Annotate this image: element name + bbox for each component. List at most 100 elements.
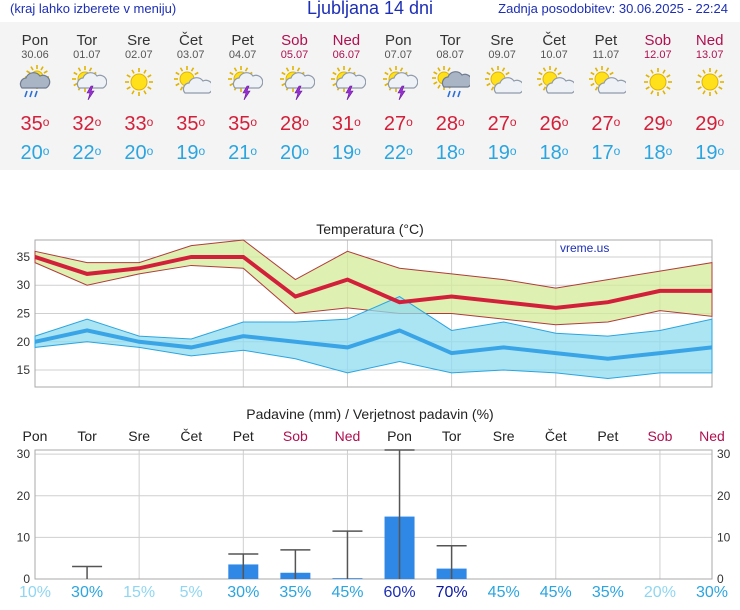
day-column: Sre 02.07 33o 20o — [113, 22, 165, 165]
precip-probability-label: 35% — [279, 584, 311, 601]
day-name: Čet — [179, 32, 203, 49]
x-tick-label: Pet — [233, 428, 254, 444]
sun-rain-icon — [432, 66, 473, 98]
max-temp-value: 32 — [72, 113, 95, 135]
x-tick-label: Tor — [442, 428, 462, 444]
degree-symbol: o — [406, 115, 413, 129]
min-temp: 20o — [113, 142, 165, 164]
day-date: 09.07 — [488, 49, 516, 61]
sun-cloud-icon — [173, 66, 213, 94]
x-tick-label: Pet — [597, 428, 618, 444]
degree-symbol: o — [613, 144, 621, 158]
y-tick-label: 10 — [17, 530, 31, 544]
day-column: Sre 09.07 27o 19o — [476, 22, 528, 164]
sun-thunder-icon — [227, 66, 263, 101]
y-tick-label: 25 — [17, 307, 31, 321]
min-temp: 22o — [372, 142, 424, 164]
x-tick-label: Sre — [493, 428, 515, 444]
day-column: Ned 13.07 29o 19o — [684, 22, 736, 165]
min-temp-value: 18 — [435, 142, 458, 164]
max-temp: 29o — [632, 113, 684, 135]
precip-probability-label: 60% — [384, 584, 416, 601]
day-date: 05.07 — [280, 49, 309, 61]
x-tick-label: Čet — [180, 428, 202, 444]
min-temp-line — [34, 328, 713, 361]
day-column: Pon 07.07 27o 22o — [372, 22, 424, 164]
day-date: 30.06 — [21, 49, 49, 61]
degree-symbol: o — [457, 115, 465, 129]
cloud-rain-icon — [19, 65, 51, 98]
max-temp-value: 26 — [539, 113, 562, 135]
max-temp-line — [34, 254, 712, 310]
min-temp-value: 22 — [72, 142, 95, 164]
precip-probability-label: 30% — [227, 584, 259, 601]
min-temp-value: 19 — [695, 142, 718, 164]
precip-probability-label: 45% — [540, 584, 572, 601]
day-name: Sre — [127, 32, 151, 49]
degree-symbol: o — [613, 115, 621, 129]
precip-probability-label: 5% — [180, 584, 203, 601]
degree-symbol: o — [198, 115, 206, 129]
day-column: Tor 01.07 32o 22o — [61, 22, 113, 164]
day-name: Sre — [490, 32, 514, 49]
day-date: 08.07 — [436, 49, 464, 61]
max-temp-value: 27 — [383, 113, 407, 135]
max-temp-range — [34, 239, 713, 326]
day-date: 06.07 — [332, 49, 361, 61]
precip-probability-label: 10% — [19, 584, 51, 601]
degree-symbol: o — [302, 144, 309, 158]
day-name: Tor — [76, 32, 98, 49]
sun-icon — [695, 68, 724, 96]
degree-symbol: o — [42, 115, 50, 129]
precipitation-chart: Padavine (mm) / Verjetnost padavin (%) Po… — [17, 406, 731, 601]
x-tick-label: Pon — [387, 428, 412, 444]
degree-symbol: o — [250, 144, 258, 158]
min-temp: 21o — [217, 142, 269, 164]
day-column: Pet 11.07 27o 17o — [580, 22, 632, 164]
sun-icon — [124, 68, 153, 96]
min-temp: 18o — [632, 142, 684, 164]
sun-icon — [643, 68, 672, 96]
x-tick-label: Pon — [23, 428, 48, 444]
x-tick-label: Čet — [545, 428, 567, 444]
daily-forecast: Pon 30.06 35o 20o Tor 01.07 32o 22o Sre 02.07 33o 2… — [0, 22, 740, 170]
degree-symbol: o — [146, 115, 154, 129]
precip-probability-label: 30% — [71, 584, 103, 601]
min-temp: 20o — [9, 142, 61, 164]
x-tick-label: Sre — [128, 428, 150, 444]
day-column: Sob 12.07 29o 18o — [632, 22, 684, 165]
min-temp: 18o — [528, 142, 580, 164]
y-tick-label-right: 10 — [717, 530, 731, 544]
min-temp: 19o — [165, 142, 217, 164]
day-date: 13.07 — [695, 49, 724, 61]
precip-probability-label: 70% — [436, 584, 468, 601]
sun-cloud-icon — [485, 66, 525, 94]
degree-symbol: o — [665, 144, 673, 158]
degree-symbol: o — [457, 144, 465, 158]
max-temp-value: 27 — [591, 113, 614, 135]
day-date: 10.07 — [540, 49, 568, 61]
x-tick-label: Ned — [335, 428, 361, 444]
precip-probability-label: 30% — [696, 584, 728, 601]
y-tick-label-right: 0 — [717, 572, 724, 586]
precip-probability-label: 20% — [644, 584, 676, 601]
day-date: 03.07 — [176, 49, 205, 61]
day-date: 11.07 — [592, 49, 620, 61]
min-temp-value: 17 — [591, 142, 614, 164]
min-temp-value: 19 — [487, 142, 510, 164]
y-tick-label: 15 — [17, 363, 31, 377]
y-tick-label-right: 20 — [717, 489, 731, 503]
day-column: Ned 06.07 31o 19o — [320, 22, 372, 164]
max-temp-value: 33 — [124, 113, 147, 135]
sun-cloud-icon — [537, 66, 577, 94]
min-temp: 22o — [61, 142, 113, 164]
max-temp: 33o — [113, 113, 165, 135]
day-date: 04.07 — [228, 49, 257, 61]
min-temp-value: 20 — [124, 142, 147, 164]
location-hint[interactable]: (kraj lahko izberete v meniju) — [10, 1, 177, 16]
max-temp-value: 31 — [331, 113, 355, 135]
min-temp-value: 22 — [383, 142, 407, 164]
x-tick-label: Sob — [647, 428, 672, 444]
max-temp: 35o — [165, 113, 217, 135]
watermark: vreme.us — [560, 241, 609, 255]
